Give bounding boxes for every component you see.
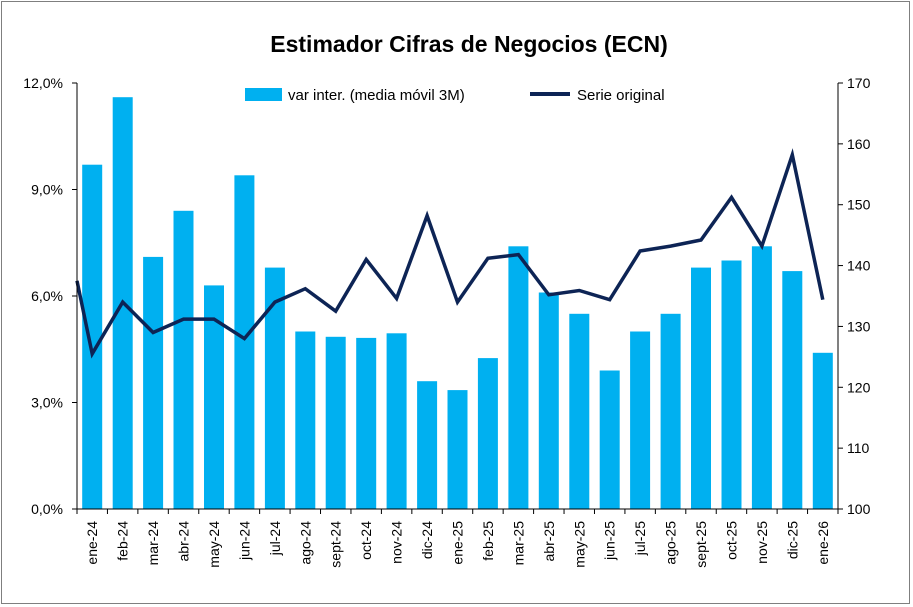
bar-ago-25 — [660, 313, 681, 510]
bar-series — [82, 97, 833, 510]
x-tick-label: nov-25 — [754, 521, 770, 564]
right-axis-ticks: 100 110 120 130 140 150 160 170 — [838, 75, 871, 517]
line-serie-original — [75, 148, 825, 359]
right-tick-label: 160 — [847, 136, 871, 152]
x-tick-label: ago-25 — [663, 521, 679, 565]
left-tick-label: 9,0% — [31, 182, 63, 198]
x-tick-label: dic-25 — [784, 521, 800, 559]
x-tick-label: jul-25 — [632, 521, 648, 556]
x-tick-label: sept-24 — [328, 521, 344, 568]
bar-abr-24 — [173, 210, 194, 510]
bar-oct-25 — [721, 260, 742, 509]
legend-bar-swatch — [245, 88, 282, 101]
x-tick-label: abr-24 — [176, 521, 192, 562]
x-tick-label: may-24 — [206, 521, 222, 568]
bar-jun-24 — [234, 175, 255, 510]
bar-nov-24 — [386, 333, 407, 509]
x-tick-label: ene-24 — [84, 521, 100, 565]
right-tick-label: 110 — [847, 440, 870, 456]
left-tick-label: 0,0% — [31, 501, 63, 517]
left-tick-label: 6,0% — [31, 288, 63, 304]
line-series-layer — [75, 148, 825, 359]
bar-ene-25 — [447, 390, 468, 509]
x-tick-label: mar-24 — [145, 521, 161, 566]
x-tick-label: oct-25 — [723, 521, 739, 560]
bar-oct-24 — [356, 337, 377, 509]
bar-mar-25 — [508, 246, 529, 510]
x-tick-label: may-25 — [571, 521, 587, 568]
bar-jun-25 — [599, 370, 620, 509]
bar-ene-24 — [82, 164, 103, 509]
right-tick-label: 100 — [847, 501, 871, 517]
x-tick-label: feb-24 — [115, 521, 131, 561]
right-tick-label: 170 — [847, 75, 871, 91]
x-axis-ticks: ene-24 feb-24 mar-24 abr-24 may-24 jun-24 jul-… — [76, 509, 839, 568]
bar-dic-24 — [417, 381, 438, 509]
legend: var inter. (media móvil 3M) Serie origin… — [245, 87, 665, 104]
x-tick-label: jun-25 — [602, 521, 618, 561]
bar-ene-26 — [812, 352, 833, 509]
x-tick-label: ene-25 — [450, 521, 466, 565]
chart-title: Estimador Cifras de Negocios (ECN) — [270, 31, 667, 57]
bar-jul-24 — [264, 267, 285, 509]
legend-line-label: Serie original — [577, 87, 665, 104]
x-tick-label: jul-24 — [267, 521, 283, 556]
bar-may-24 — [204, 285, 224, 509]
bar-nov-25 — [751, 246, 772, 510]
x-tick-label: oct-24 — [358, 521, 374, 560]
right-tick-label: 120 — [847, 379, 871, 395]
bar-mar-24 — [143, 256, 164, 509]
x-tick-label: ene-26 — [815, 521, 831, 565]
x-tick-label: sept-25 — [693, 521, 709, 568]
bar-abr-25 — [538, 292, 559, 509]
x-tick-label: abr-25 — [541, 521, 557, 562]
left-axis-ticks: 0,0% 3,0% 6,0% 9,0% 12,0% — [23, 75, 77, 517]
right-tick-label: 130 — [847, 318, 871, 334]
bar-ago-24 — [295, 331, 316, 509]
bar-sept-24 — [325, 336, 346, 509]
bar-feb-25 — [477, 358, 498, 509]
bar-sept-25 — [691, 267, 711, 509]
x-tick-label: mar-25 — [510, 521, 526, 566]
bar-dic-25 — [782, 271, 803, 509]
x-tick-label: jun-24 — [236, 521, 252, 561]
legend-bar-label: var inter. (media móvil 3M) — [288, 87, 465, 104]
left-tick-label: 3,0% — [31, 395, 63, 411]
x-tick-label: dic-24 — [419, 521, 435, 559]
right-tick-label: 150 — [847, 197, 871, 213]
left-tick-label: 12,0% — [23, 75, 63, 91]
x-tick-label: nov-24 — [389, 521, 405, 564]
right-tick-label: 140 — [847, 258, 871, 274]
bar-may-25 — [569, 313, 590, 510]
x-tick-label: ago-24 — [297, 521, 313, 565]
x-tick-label: feb-25 — [480, 521, 496, 561]
bar-jul-25 — [630, 331, 651, 509]
